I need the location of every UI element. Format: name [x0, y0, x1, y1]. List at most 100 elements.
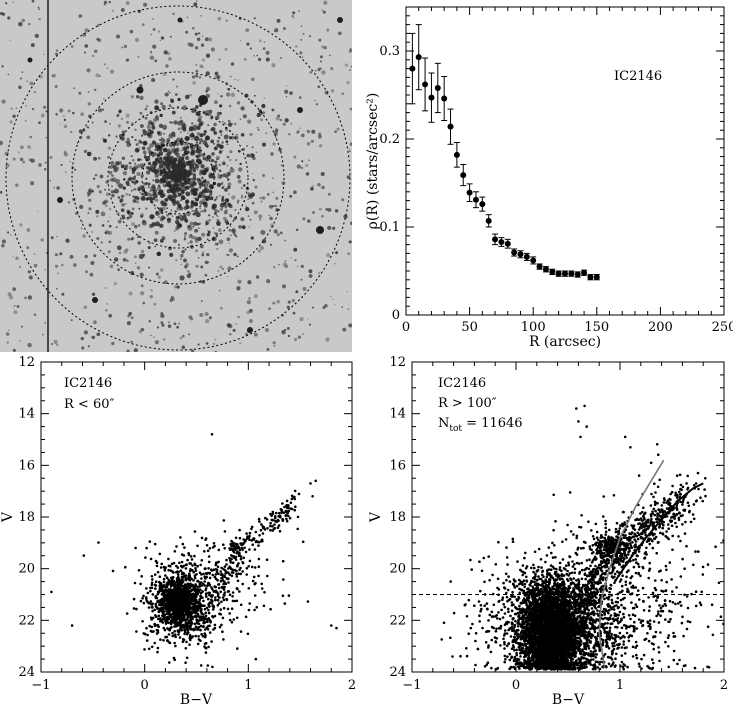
background-star — [215, 197, 218, 200]
background-star — [169, 298, 173, 302]
cluster-star — [170, 121, 173, 124]
cluster-star — [173, 186, 177, 189]
cmd-point — [290, 494, 294, 498]
cmd-point — [239, 555, 243, 558]
background-star — [12, 348, 16, 352]
cmd-point — [283, 505, 286, 509]
cluster-star — [195, 141, 199, 144]
cmd-point — [271, 529, 275, 532]
cmd-point — [156, 650, 159, 654]
cmd-point — [239, 566, 242, 570]
cluster-star — [250, 236, 254, 240]
background-star — [81, 346, 85, 350]
background-star — [38, 17, 41, 21]
cmd-point — [238, 528, 241, 532]
background-star — [1, 65, 4, 68]
background-star — [185, 30, 189, 34]
background-star — [300, 25, 303, 27]
cmd-y-tick-label: 20 — [18, 562, 35, 577]
cmd-point — [282, 578, 285, 581]
cluster-star — [143, 194, 146, 198]
cluster-star — [148, 196, 153, 201]
background-star — [63, 152, 69, 157]
cmd-point — [558, 561, 562, 565]
cmd-point — [160, 593, 164, 596]
cluster-star — [193, 136, 198, 141]
cluster-star — [190, 181, 195, 186]
cluster-star — [183, 237, 187, 240]
cluster-star — [159, 138, 162, 141]
background-star — [237, 315, 240, 319]
cmd-point — [180, 628, 184, 632]
cmd-point — [169, 579, 173, 582]
cmd-point — [190, 620, 193, 623]
background-star — [226, 237, 231, 242]
background-star — [308, 274, 313, 278]
cmd-point — [201, 590, 204, 593]
cluster-star — [120, 208, 125, 212]
cluster-star — [235, 133, 238, 136]
cmd-point — [180, 613, 183, 617]
background-star — [131, 222, 136, 227]
background-star — [148, 320, 151, 323]
cmd-point — [250, 525, 254, 529]
cluster-star — [108, 224, 112, 228]
cluster-star — [149, 143, 154, 148]
cluster-star — [231, 228, 236, 233]
cluster-star — [204, 273, 208, 277]
background-star — [37, 210, 39, 212]
cmd-point — [226, 607, 230, 611]
background-star — [160, 321, 164, 325]
cmd-point — [231, 543, 235, 547]
cluster-star — [219, 174, 223, 179]
cmd-point — [158, 603, 161, 607]
cluster-star — [189, 221, 194, 226]
cmd-point — [194, 611, 197, 615]
cmd-point — [207, 617, 210, 620]
cmd-point — [144, 556, 147, 559]
background-star — [103, 97, 105, 100]
cluster-star — [122, 257, 127, 262]
background-star — [59, 108, 64, 113]
cmd-point — [228, 548, 232, 551]
bright-star — [136, 86, 144, 94]
background-star — [330, 66, 334, 71]
cmd-point — [253, 594, 257, 597]
cluster-star — [161, 206, 166, 211]
cmd-point — [260, 538, 264, 541]
cmd-point — [260, 587, 264, 590]
background-star — [349, 150, 351, 153]
cmd-point — [147, 647, 151, 651]
cluster-star — [109, 122, 111, 125]
background-star — [38, 121, 41, 124]
cluster-star — [213, 142, 215, 145]
background-star — [248, 297, 251, 300]
cluster-star — [228, 228, 231, 232]
background-star — [261, 196, 266, 200]
background-star — [53, 339, 58, 344]
cluster-star — [262, 174, 265, 177]
cluster-star — [125, 140, 128, 144]
background-star — [238, 167, 243, 172]
cmd-point — [168, 613, 172, 617]
cluster-star — [92, 177, 96, 180]
background-star — [33, 263, 38, 268]
background-star — [226, 276, 229, 278]
cmd-point — [211, 573, 215, 577]
background-star — [272, 142, 276, 146]
cluster-star — [280, 164, 283, 167]
background-star — [27, 145, 31, 149]
background-star — [312, 211, 316, 214]
cluster-star — [224, 198, 230, 203]
background-star — [18, 85, 22, 90]
cmd-point — [207, 624, 210, 628]
background-star — [334, 303, 336, 306]
background-star — [28, 23, 31, 26]
cluster-star — [137, 158, 141, 161]
cluster-star — [203, 209, 207, 213]
background-star — [262, 47, 266, 50]
cluster-star — [186, 179, 192, 185]
cluster-star — [205, 180, 210, 185]
background-star — [208, 218, 212, 222]
cluster-star — [146, 166, 151, 170]
